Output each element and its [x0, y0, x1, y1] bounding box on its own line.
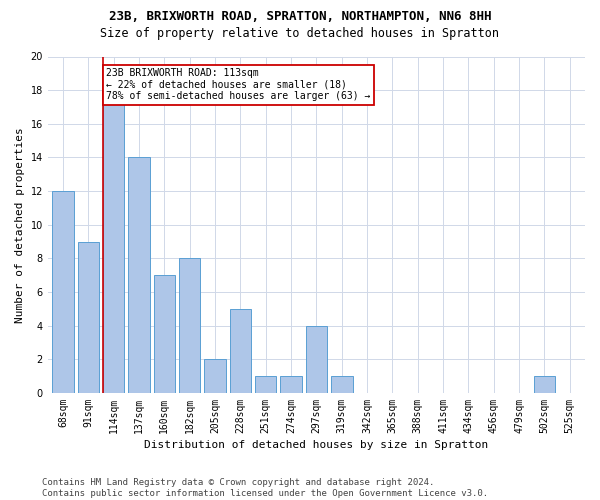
Text: Contains HM Land Registry data © Crown copyright and database right 2024.
Contai: Contains HM Land Registry data © Crown c… — [42, 478, 488, 498]
Bar — [179, 258, 200, 393]
Bar — [154, 275, 175, 393]
Bar — [255, 376, 277, 393]
Bar — [128, 158, 150, 393]
Bar — [533, 376, 555, 393]
Bar — [280, 376, 302, 393]
X-axis label: Distribution of detached houses by size in Spratton: Distribution of detached houses by size … — [144, 440, 488, 450]
Text: Size of property relative to detached houses in Spratton: Size of property relative to detached ho… — [101, 28, 499, 40]
Bar — [230, 309, 251, 393]
Bar — [305, 326, 327, 393]
Y-axis label: Number of detached properties: Number of detached properties — [15, 127, 25, 322]
Bar — [103, 90, 124, 393]
Text: 23B BRIXWORTH ROAD: 113sqm
← 22% of detached houses are smaller (18)
78% of semi: 23B BRIXWORTH ROAD: 113sqm ← 22% of deta… — [106, 68, 370, 102]
Bar — [204, 360, 226, 393]
Bar — [52, 191, 74, 393]
Bar — [331, 376, 353, 393]
Bar — [77, 242, 99, 393]
Text: 23B, BRIXWORTH ROAD, SPRATTON, NORTHAMPTON, NN6 8HH: 23B, BRIXWORTH ROAD, SPRATTON, NORTHAMPT… — [109, 10, 491, 23]
